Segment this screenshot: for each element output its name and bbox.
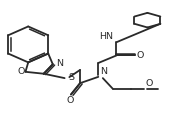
Text: O: O bbox=[137, 51, 144, 60]
Text: O: O bbox=[66, 96, 74, 105]
Text: N: N bbox=[100, 67, 107, 76]
Text: O: O bbox=[17, 67, 25, 76]
Text: O: O bbox=[145, 79, 153, 88]
Text: HN: HN bbox=[99, 32, 113, 41]
Text: S: S bbox=[68, 73, 74, 82]
Text: N: N bbox=[56, 59, 63, 68]
